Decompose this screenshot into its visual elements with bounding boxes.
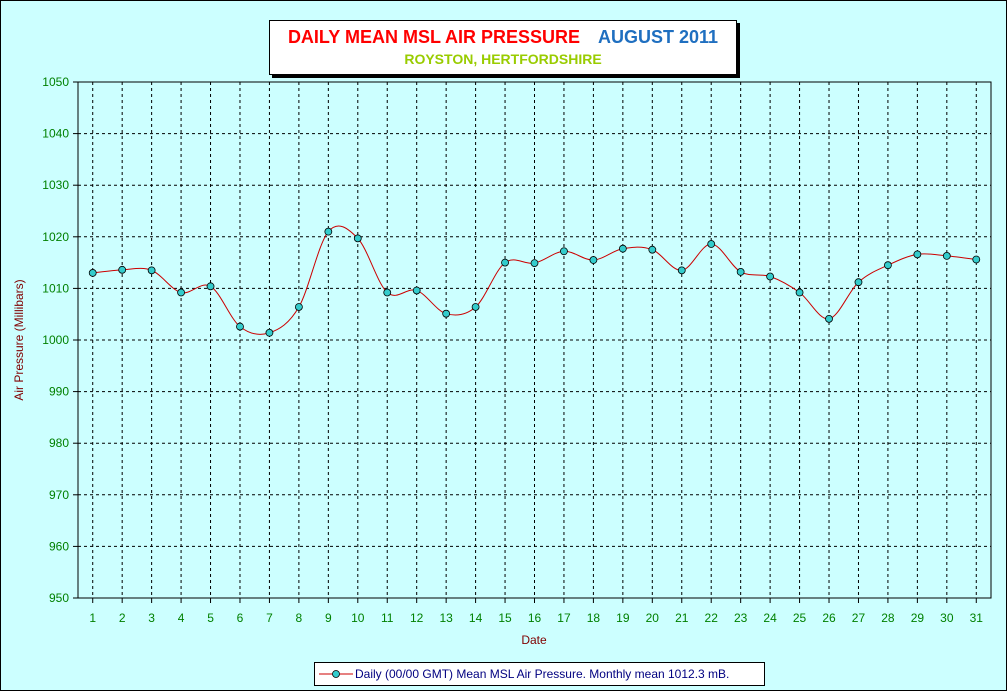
x-tick-label: 2 [119, 611, 126, 625]
data-point [648, 245, 657, 254]
title-line: DAILY MEAN MSL AIR PRESSURE AUGUST 2011 [270, 27, 736, 48]
x-tick-label: 7 [266, 611, 273, 625]
data-point [972, 255, 981, 264]
title-box: DAILY MEAN MSL AIR PRESSURE AUGUST 2011 R… [269, 20, 737, 75]
y-tick-label: 1020 [42, 230, 69, 244]
data-point [530, 259, 539, 268]
legend-label: Daily (00/00 GMT) Mean MSL Air Pressure.… [355, 667, 730, 681]
data-point [88, 269, 97, 277]
x-tick-label: 15 [498, 611, 512, 625]
x-tick-label: 27 [852, 611, 866, 625]
x-tick-label: 18 [587, 611, 601, 625]
data-point [913, 250, 922, 259]
y-tick-label: 970 [49, 488, 69, 502]
data-point [736, 267, 745, 276]
data-point [206, 282, 215, 291]
x-tick-label: 31 [970, 611, 984, 625]
data-point [265, 328, 274, 337]
chart-subtitle: ROYSTON, HERTFORDSHIRE [404, 51, 602, 67]
x-tick-label: 13 [439, 611, 453, 625]
x-tick-label: 5 [207, 611, 214, 625]
data-point [324, 227, 333, 236]
x-tick-label: 25 [793, 611, 807, 625]
x-tick-label: 4 [178, 611, 185, 625]
x-tick-label: 19 [616, 611, 630, 625]
axis-layer: 9509609709809901000101010201030104010501… [42, 75, 983, 625]
data-point [854, 278, 863, 287]
y-tick-label: 1030 [42, 178, 69, 192]
y-tick-label: 1040 [42, 127, 69, 141]
x-tick-label: 26 [822, 611, 836, 625]
x-tick-label: 8 [296, 611, 303, 625]
data-point [294, 303, 303, 311]
x-tick-label: 10 [351, 611, 365, 625]
x-tick-label: 20 [646, 611, 660, 625]
data-point [236, 322, 244, 331]
x-tick-label: 23 [734, 611, 748, 625]
data-point [707, 240, 716, 248]
data-point [147, 266, 156, 275]
data-point [560, 247, 568, 256]
legend-swatch [319, 670, 353, 678]
x-tick-label: 12 [410, 611, 424, 625]
data-point [589, 256, 598, 264]
chart-title-period: AUGUST 2011 [598, 27, 719, 47]
data-point [118, 265, 127, 274]
y-tick-label: 1000 [42, 333, 69, 347]
x-tick-label: 22 [705, 611, 719, 625]
x-tick-label: 14 [469, 611, 483, 625]
legend: Daily (00/00 GMT) Mean MSL Air Pressure.… [314, 662, 765, 686]
data-point [353, 234, 362, 243]
x-tick-label: 21 [675, 611, 689, 625]
x-tick-label: 9 [325, 611, 332, 625]
data-point [412, 286, 421, 295]
data-point [825, 314, 833, 323]
chart-title: DAILY MEAN MSL AIR PRESSURE [287, 27, 580, 47]
y-tick-label: 980 [49, 436, 69, 450]
data-point [501, 258, 509, 267]
x-tick-label: 1 [89, 611, 96, 625]
y-tick-label: 1010 [42, 281, 69, 295]
data-point [884, 261, 892, 270]
x-tick-label: 16 [528, 611, 542, 625]
y-axis-title: Air Pressure (Millibars) [12, 279, 26, 400]
x-tick-label: 30 [940, 611, 954, 625]
data-point [177, 288, 185, 297]
x-tick-label: 17 [557, 611, 571, 625]
x-tick-label: 28 [881, 611, 895, 625]
y-tick-label: 1050 [42, 75, 69, 89]
data-point [795, 288, 804, 297]
data-point [942, 251, 951, 260]
data-point [442, 309, 451, 318]
x-tick-label: 6 [237, 611, 244, 625]
x-tick-label: 11 [381, 611, 394, 625]
data-point [677, 266, 686, 275]
y-tick-label: 990 [49, 385, 69, 399]
y-tick-label: 950 [49, 591, 69, 605]
data-point [383, 288, 392, 297]
x-tick-label: 3 [148, 611, 155, 625]
series-layer [88, 225, 981, 337]
data-point [618, 244, 627, 253]
data-point [766, 272, 775, 281]
data-point [471, 303, 480, 311]
grid-layer [77, 81, 992, 599]
y-tick-label: 960 [49, 539, 69, 553]
x-tick-label: 29 [911, 611, 925, 625]
x-axis-title: Date [521, 633, 547, 647]
x-tick-label: 24 [763, 611, 777, 625]
